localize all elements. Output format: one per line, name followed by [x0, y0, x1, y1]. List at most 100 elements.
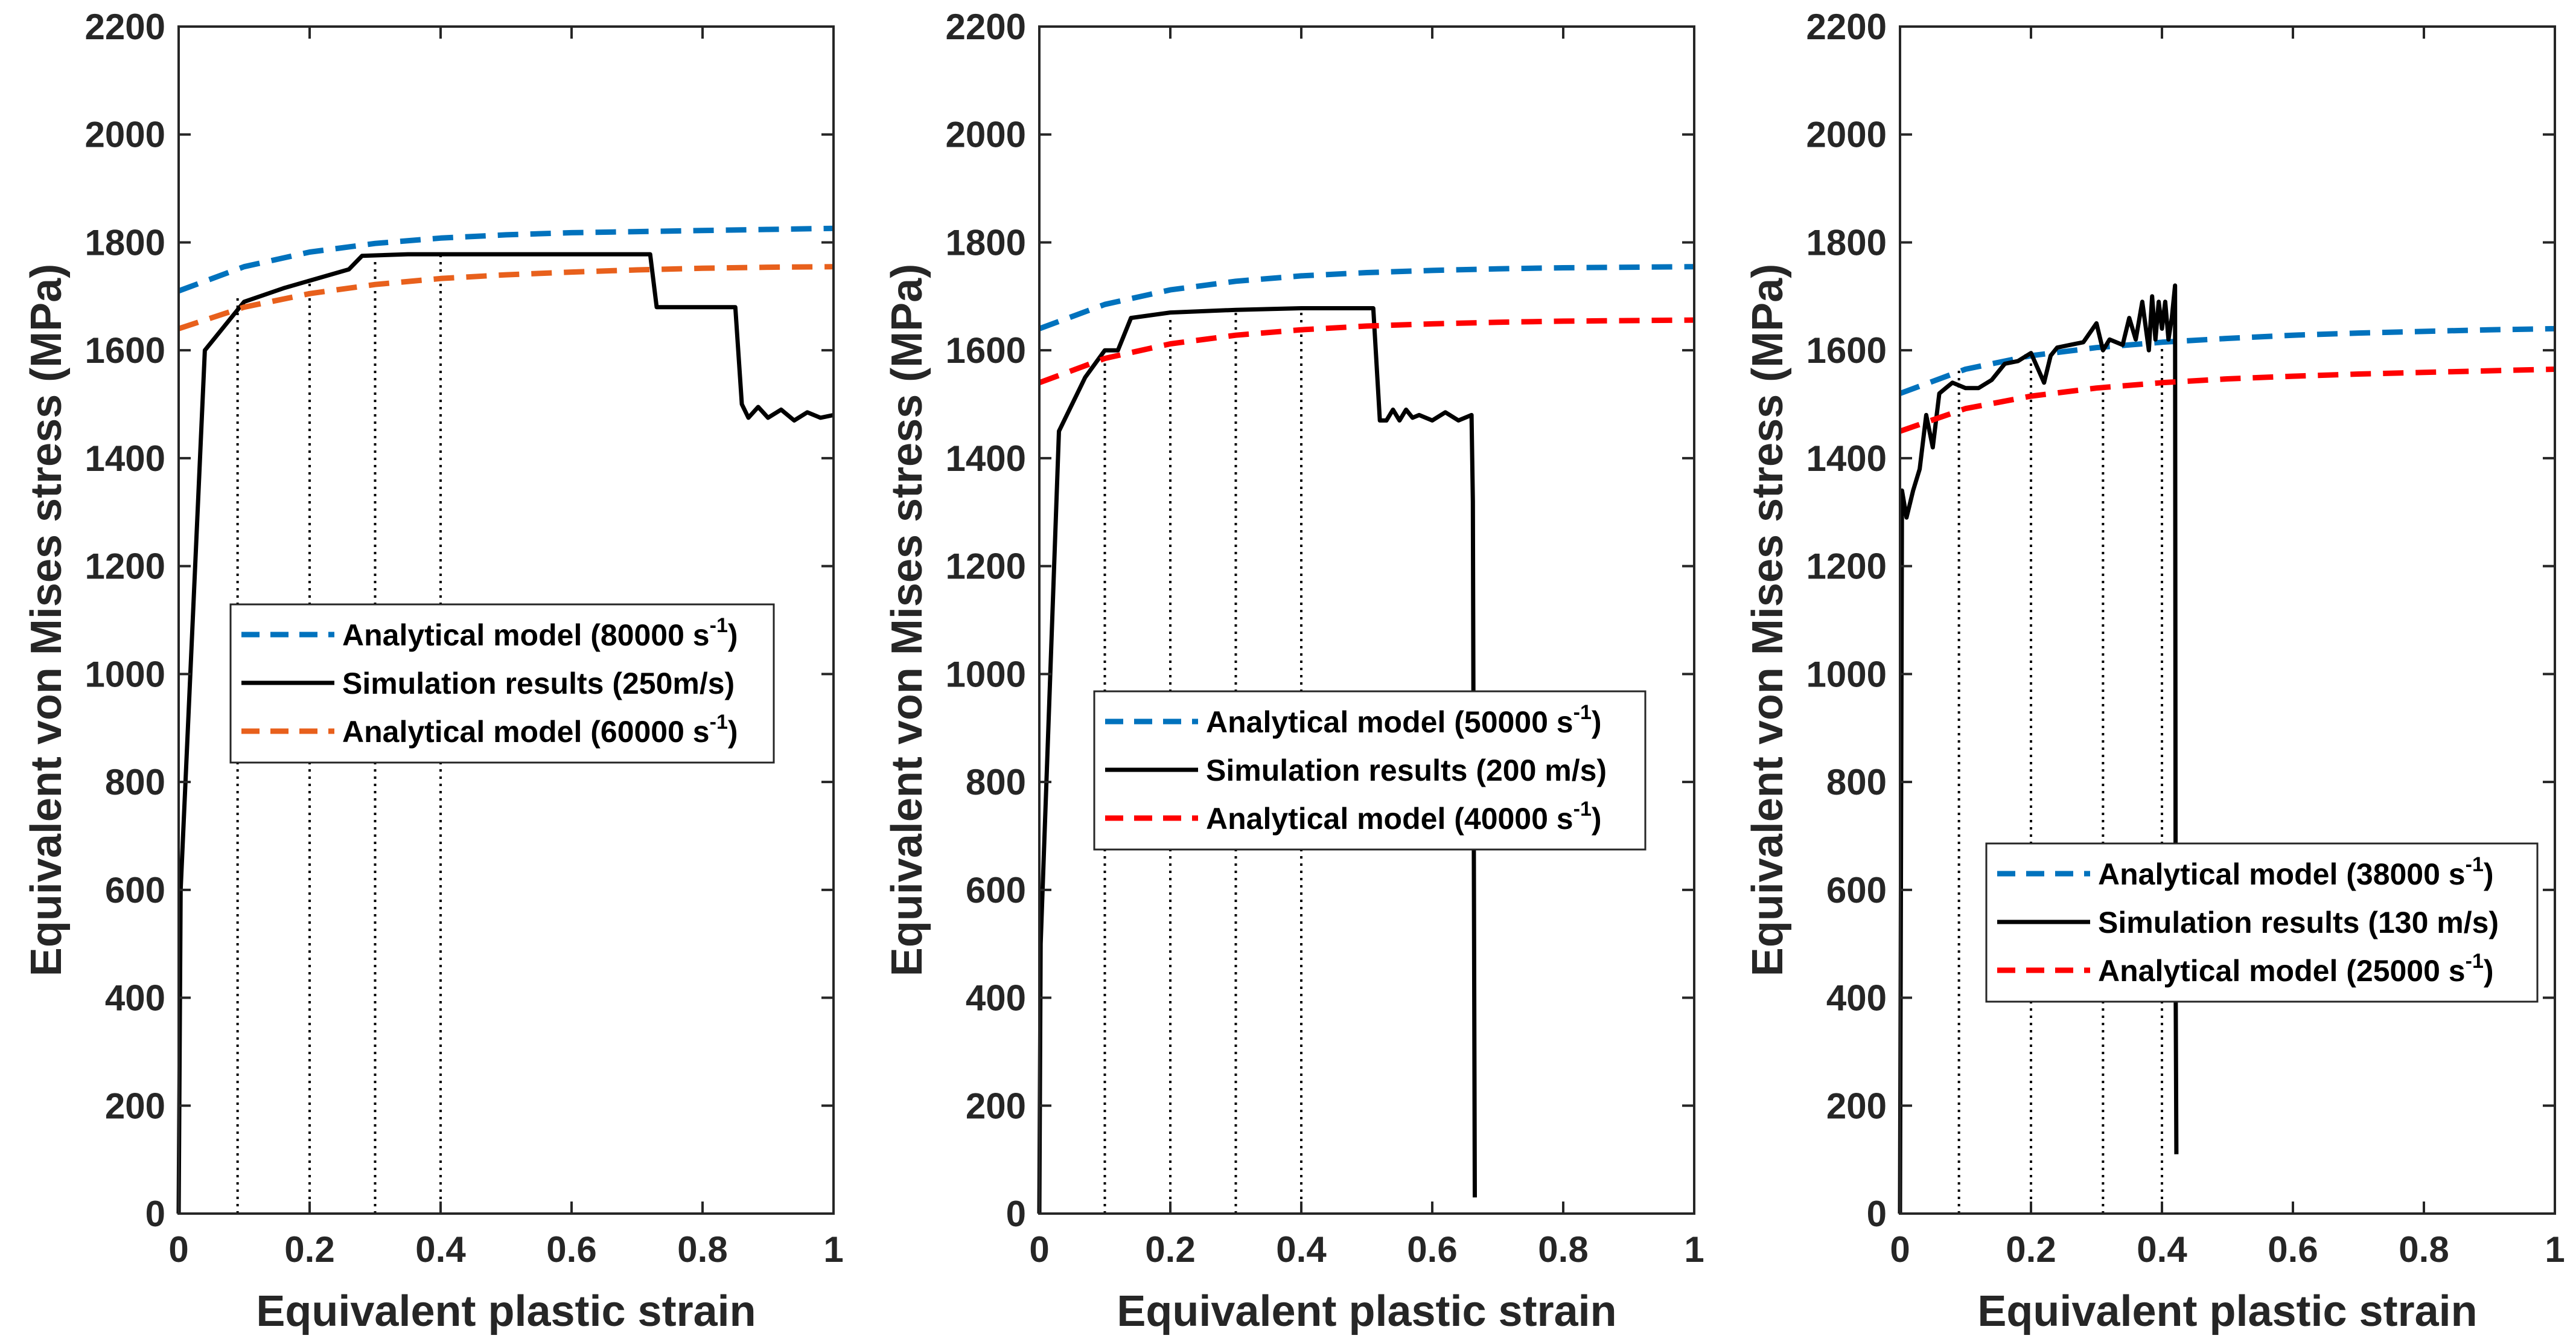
- y-tick-label: 2200: [85, 7, 165, 47]
- x-tick-label: 0: [1890, 1229, 1910, 1270]
- x-axis-title: Equivalent plastic strain: [1977, 1287, 2477, 1336]
- y-tick-label: 1200: [85, 546, 165, 587]
- legend-label-1: Analytical model (80000 s-1): [342, 614, 738, 652]
- legend: Analytical model (50000 s-1)Simulation r…: [1093, 690, 1647, 851]
- legend-label-text: Analytical model (25000 s: [2098, 954, 2466, 988]
- x-tick-label: 0: [168, 1229, 188, 1270]
- y-tick-label: 0: [145, 1194, 165, 1234]
- x-tick-label: 0.2: [284, 1229, 334, 1270]
- y-tick-label: 400: [105, 978, 165, 1019]
- legend-label-text: Simulation results (130 m/s): [2098, 906, 2499, 939]
- y-tick-label: 1400: [85, 438, 165, 479]
- y-tick-label: 2200: [1806, 7, 1887, 47]
- y-tick-label: 1800: [85, 222, 165, 263]
- y-tick-label: 1200: [1806, 546, 1887, 587]
- legend-label-1: Analytical model (38000 s-1): [2098, 853, 2494, 891]
- axes-box: [177, 25, 835, 1215]
- legend-label-superscript: -1: [1573, 798, 1592, 821]
- y-tick-label: 800: [105, 762, 165, 802]
- series-line-2: [1037, 306, 1477, 1214]
- y-tick-label: 1400: [1806, 438, 1887, 479]
- y-tick-label: 600: [1826, 870, 1887, 910]
- legend-label-close: ): [1592, 705, 1602, 739]
- legend-label-close: ): [728, 618, 738, 652]
- legend-label-1: Analytical model (50000 s-1): [1206, 701, 1602, 739]
- legend: Analytical model (38000 s-1)Simulation r…: [1985, 842, 2539, 1003]
- legend-label-text: Simulation results (250m/s): [342, 667, 735, 700]
- x-tick-label: 0.2: [1145, 1229, 1195, 1270]
- y-tick-label: 400: [1826, 978, 1887, 1019]
- x-tick-label: 0.8: [677, 1229, 727, 1270]
- x-tick-label: 1: [2545, 1229, 2565, 1270]
- legend-label-3: Analytical model (60000 s-1): [342, 711, 738, 749]
- legend-label-text: Analytical model (40000 s: [1206, 802, 1573, 836]
- y-axis-title: Equivalent von Mises stress (MPa): [1744, 264, 1792, 976]
- y-tick-label: 600: [105, 870, 165, 910]
- axes-box: [1899, 25, 2556, 1215]
- series-line-1: [1899, 325, 2555, 396]
- x-axis-title: Equivalent plastic strain: [256, 1287, 756, 1336]
- series-line-1: [1038, 264, 1695, 331]
- legend-label-text: Analytical model (38000 s: [2098, 857, 2466, 891]
- legend: Analytical model (80000 s-1) Simulation r…: [229, 603, 775, 764]
- legend-label-text: Simulation results (200 m/s): [1206, 754, 1607, 787]
- legend-label-close: ): [728, 715, 738, 749]
- x-tick-label: 0.8: [1538, 1229, 1588, 1270]
- x-tick-label: 0.4: [1276, 1229, 1327, 1270]
- legend-label-superscript: -1: [2466, 950, 2484, 973]
- x-tick-label: 0.4: [415, 1229, 466, 1270]
- axes-box: [1038, 25, 1695, 1215]
- plot-area: [1039, 27, 1694, 1214]
- x-tick-label: 0.6: [546, 1229, 596, 1270]
- x-tick-label: 1: [1684, 1229, 1704, 1270]
- series-line-3: [1899, 366, 2555, 434]
- legend-label-text: Analytical model (50000 s: [1206, 705, 1573, 739]
- series-line-2: [176, 252, 834, 1214]
- x-tick-label: 0.6: [2268, 1229, 2318, 1270]
- legend-label-2: Simulation results (130 m/s): [2098, 906, 2499, 939]
- y-tick-label: 200: [1826, 1086, 1887, 1126]
- x-tick-label: 0.4: [2137, 1229, 2187, 1270]
- y-tick-label: 1800: [1806, 222, 1887, 263]
- y-tick-label: 2000: [946, 115, 1026, 155]
- y-tick-label: 1600: [85, 330, 165, 371]
- plot-area: [1900, 27, 2555, 1214]
- y-tick-label: 200: [105, 1086, 165, 1126]
- y-tick-label: 1800: [946, 222, 1026, 263]
- x-tick-label: 0.2: [2006, 1229, 2056, 1270]
- legend-label-close: ): [1592, 802, 1602, 836]
- legend-label-close: ): [2484, 954, 2494, 988]
- x-axis-title: Equivalent plastic strain: [1117, 1287, 1616, 1336]
- legend-label-3: Analytical model (25000 s-1): [2098, 950, 2494, 988]
- y-tick-label: 1000: [946, 654, 1026, 694]
- series-line-1: [177, 225, 834, 294]
- y-tick-label: 400: [966, 978, 1026, 1019]
- x-tick-label: 0: [1029, 1229, 1049, 1270]
- chart-panel-3: 0 200 400 600 800 1000 1200 1400 1600 1800 2000 220…: [1744, 7, 2565, 1336]
- y-tick-label: 0: [1867, 1194, 1887, 1234]
- x-tick-label: 1: [823, 1229, 843, 1270]
- chart-panel-1: 0 200 400 600 800 1000 1200 1400 1600 1800 2000 220…: [22, 7, 844, 1336]
- legend-label-3: Analytical model (40000 s-1): [1206, 798, 1602, 836]
- series-line-2: [1898, 283, 2179, 1214]
- y-axis-title: Equivalent von Mises stress (MPa): [22, 264, 71, 976]
- y-tick-label: 2200: [946, 7, 1026, 47]
- series-line-3: [177, 264, 834, 331]
- y-tick-label: 600: [966, 870, 1026, 910]
- legend-label-superscript: -1: [710, 711, 728, 734]
- legend-label-close: ): [2484, 857, 2494, 891]
- y-tick-label: 1200: [946, 546, 1026, 587]
- y-tick-label: 1400: [946, 438, 1026, 479]
- legend-label-text: Analytical model (60000 s: [342, 715, 710, 749]
- y-tick-label: 1000: [85, 654, 165, 694]
- y-tick-label: 800: [966, 762, 1026, 802]
- y-tick-label: 1000: [1806, 654, 1887, 694]
- legend-label-2: Simulation results (250m/s): [342, 667, 735, 700]
- x-tick-label: 0.8: [2399, 1229, 2449, 1270]
- legend-label-superscript: -1: [2466, 853, 2484, 876]
- legend-label-superscript: -1: [1573, 701, 1592, 724]
- series-line-3: [1038, 317, 1695, 386]
- legend-label-superscript: -1: [710, 614, 728, 637]
- y-tick-label: 800: [1826, 762, 1887, 802]
